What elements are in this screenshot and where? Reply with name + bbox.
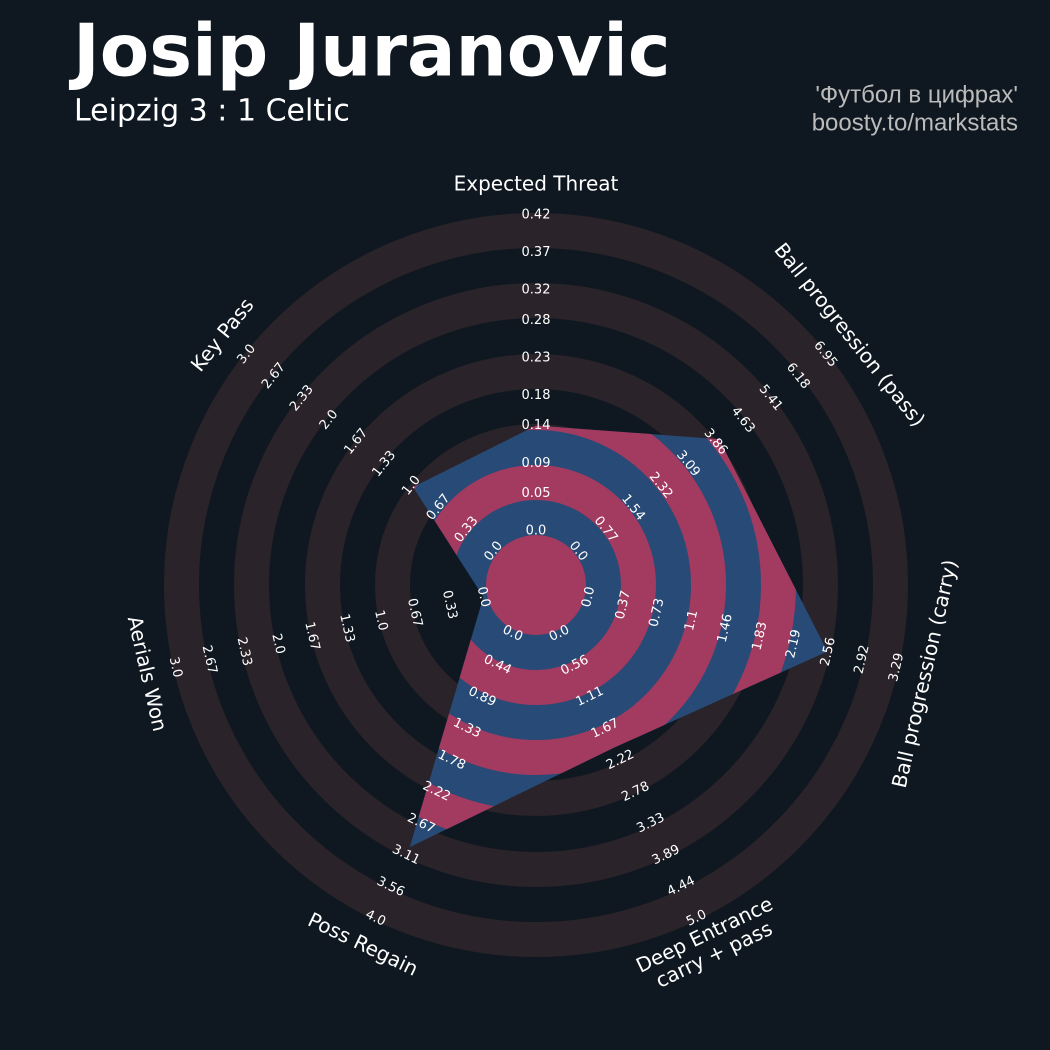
tick-label: 1.83 xyxy=(749,620,770,652)
ring xyxy=(164,213,908,957)
tick-label: 2.0 xyxy=(268,632,287,656)
tick-label: 2.33 xyxy=(234,636,255,668)
param-label: Expected Threat xyxy=(454,172,619,196)
tick-label: 2.19 xyxy=(783,628,804,660)
tick-label: 0.14 xyxy=(522,418,551,433)
tick-label: 2.56 xyxy=(818,636,839,668)
tick-label: 2.92 xyxy=(852,644,873,676)
tick-label: 0.09 xyxy=(522,456,551,471)
tick-label: 2.67 xyxy=(199,644,220,676)
tick-label: 3.29 xyxy=(886,652,907,684)
tick-label: 3.0 xyxy=(166,656,185,680)
credit: 'Футбол в цифрах' xyxy=(815,81,1018,108)
tick-label: 1.33 xyxy=(336,612,357,644)
tick-label: 0.33 xyxy=(439,589,460,621)
tick-label: 1.67 xyxy=(301,620,322,652)
ring xyxy=(234,283,838,887)
chart-title: Josip Juranovic xyxy=(68,9,671,93)
tick-label: 1.1 xyxy=(682,609,701,633)
tick-label: 0.42 xyxy=(522,208,551,223)
tick-label: 0.37 xyxy=(613,589,634,621)
tick-label: 0.32 xyxy=(522,283,551,298)
tick-label: 0.23 xyxy=(522,350,551,365)
tick-label: 0.0 xyxy=(474,585,493,609)
ring-fill xyxy=(409,425,726,775)
tick-label: 0.67 xyxy=(404,597,425,629)
tick-label: 0.37 xyxy=(522,245,551,260)
tick-label: 0.28 xyxy=(522,313,551,328)
tick-label: 0.05 xyxy=(522,486,551,501)
tick-label: 0.0 xyxy=(579,585,598,609)
tick-label: 0.18 xyxy=(522,388,551,403)
chart-subtitle: Leipzig 3 : 1 Celtic xyxy=(74,94,350,129)
tick-label: 1.0 xyxy=(371,609,390,633)
tick-label: 0.0 xyxy=(526,524,547,539)
tick-label: 0.73 xyxy=(646,597,667,629)
tick-label: 1.46 xyxy=(715,612,736,644)
credit: boosty.to/markstats xyxy=(812,109,1018,136)
ring-fill xyxy=(486,535,586,635)
